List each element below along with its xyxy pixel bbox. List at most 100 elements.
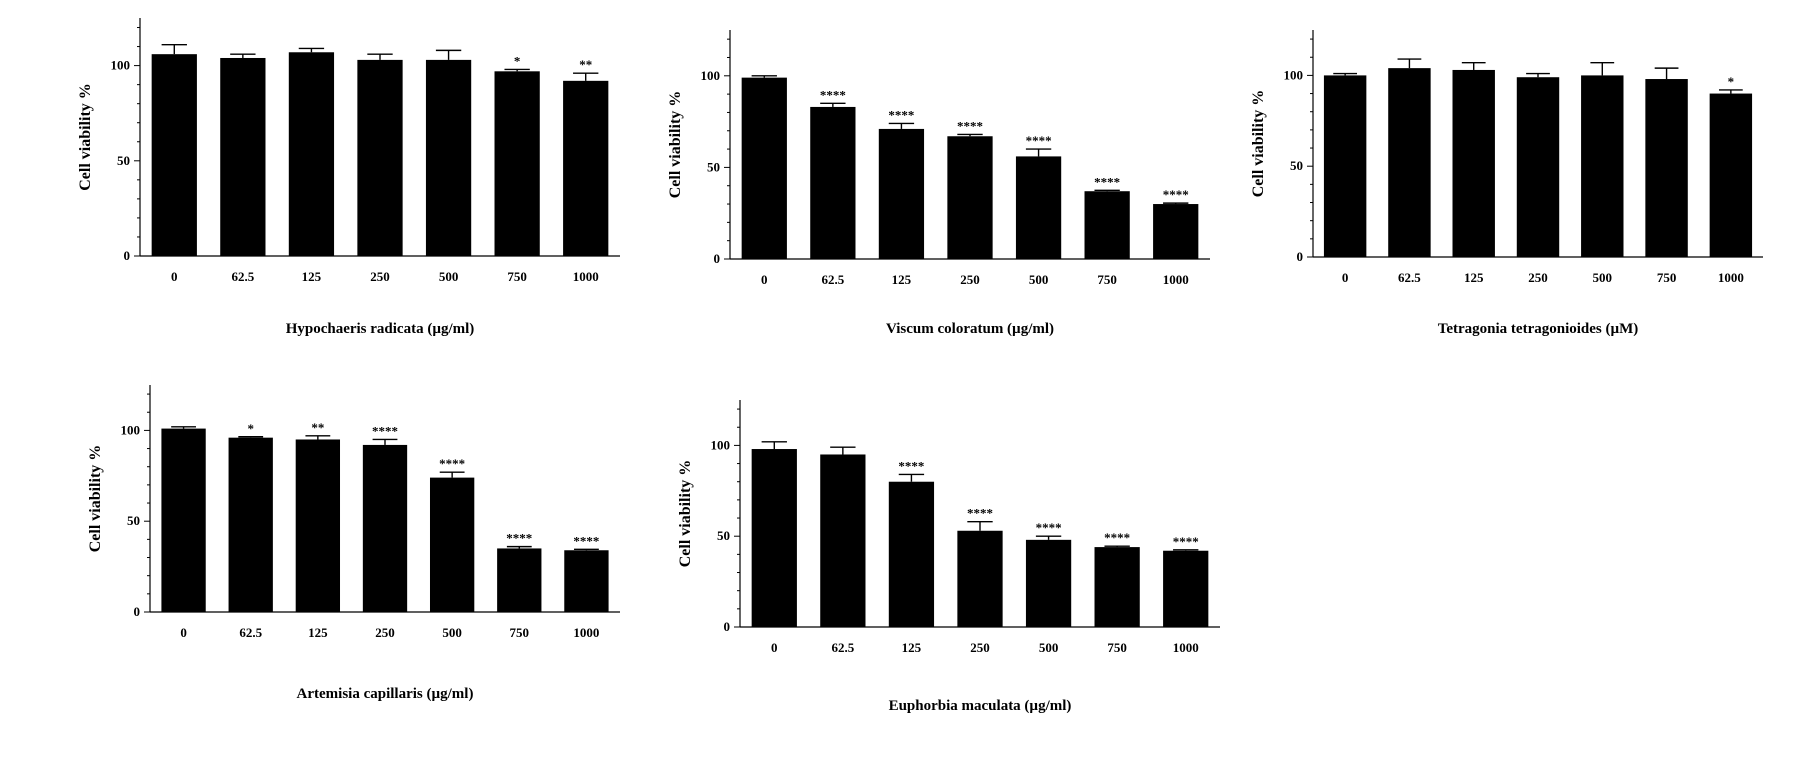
x-tick-label: 1000 [1718,270,1744,285]
chart-panel-2: 0 50 100 Cell viability % 0 **** 62.5 **** 125 **… [667,30,1210,337]
bar [1323,75,1367,258]
x-tick-label: 62.5 [831,640,854,655]
x-tick-label: 750 [510,625,530,640]
x-tick-label: 0 [180,625,187,640]
bar [1581,75,1624,258]
bar [1645,79,1688,257]
significance-marker: **** [888,107,914,122]
y-tick-label: 0 [714,251,721,266]
y-tick-label: 100 [711,437,731,452]
x-tick-label: 250 [1528,270,1548,285]
x-tick-label: 62.5 [1398,270,1421,285]
bar [1094,547,1140,627]
x-tick-label: 750 [507,269,527,284]
significance-marker: ** [579,57,592,72]
significance-marker: **** [1104,530,1130,545]
bar [357,59,403,256]
bar [362,444,408,612]
bar [1709,93,1753,257]
bar [741,77,787,259]
significance-marker: **** [1173,534,1199,549]
y-tick-label: 50 [717,528,730,543]
bar [497,548,542,612]
significance-marker: **** [506,531,532,546]
x-tick-label: 125 [902,640,922,655]
x-tick-label: 1000 [573,625,599,640]
y-tick-label: 100 [111,58,131,73]
bar [1015,156,1062,259]
x-tick-label: 0 [771,640,778,655]
y-tick-label: 50 [127,513,140,528]
y-tick-label: 0 [134,604,141,619]
x-tick-label: 500 [1593,270,1613,285]
bar [494,71,540,256]
y-tick-label: 50 [707,159,720,174]
x-axis-label: Tetragonia tetragonioides (µM) [1438,321,1639,337]
x-tick-label: 62.5 [821,272,844,287]
y-tick-label: 100 [1284,67,1304,82]
bar [957,530,1003,627]
bar [1452,69,1495,258]
x-tick-label: 1000 [1173,640,1199,655]
x-tick-label: 750 [1657,270,1677,285]
bar [820,454,866,627]
significance-marker: **** [967,506,993,521]
y-axis-label: Cell viability % [87,445,104,553]
bar [563,80,609,256]
chart-panel-1: 0 50 100 Cell viability % 0 62.5 125 250 500 * 750… [77,18,620,337]
significance-marker: **** [439,456,465,471]
y-axis-label: Cell viability % [1250,90,1267,198]
x-tick-label: 125 [1464,270,1484,285]
bar [220,57,266,256]
significance-marker: * [1728,74,1735,89]
bar [1084,191,1130,259]
significance-marker: **** [573,533,599,548]
x-tick-label: 500 [1039,640,1059,655]
bar [810,106,856,259]
bar [228,437,273,612]
bar [1153,204,1199,259]
x-tick-label: 750 [1107,640,1127,655]
bar [151,54,197,257]
y-tick-label: 0 [124,248,131,263]
x-axis-label: Euphorbia maculata (µg/ml) [889,698,1072,714]
x-tick-label: 750 [1097,272,1117,287]
chart-panel-3: 0 50 100 Cell viability % 0 62.5 125 250 500 750 *… [1250,30,1763,337]
x-tick-label: 125 [308,625,328,640]
x-tick-label: 1000 [573,269,599,284]
significance-marker: **** [372,423,398,438]
x-axis-label: Viscum coloratum (µg/ml) [886,321,1054,337]
y-tick-label: 100 [121,422,141,437]
bar [564,550,609,612]
bar [1163,550,1209,627]
significance-marker: **** [1026,133,1052,148]
y-tick-label: 0 [724,619,731,634]
bar [161,428,206,612]
x-tick-label: 500 [442,625,462,640]
bar [1025,539,1072,627]
x-tick-label: 0 [171,269,178,284]
x-tick-label: 125 [892,272,912,287]
x-tick-label: 500 [439,269,459,284]
significance-marker: ** [311,420,324,435]
chart-panel-4: 0 50 100 Cell viability % 0 * 62.5 ** 125 **** 250… [87,385,620,702]
chart-panel-5: 0 50 100 Cell viability % 0 62.5 **** 125 **** 25… [677,400,1220,714]
significance-marker: **** [1094,174,1120,189]
significance-marker: * [514,53,521,68]
y-axis-label: Cell viability % [677,460,694,568]
y-axis-label: Cell viability % [667,91,684,199]
y-tick-label: 0 [1297,249,1304,264]
x-tick-label: 1000 [1163,272,1189,287]
x-tick-label: 250 [960,272,980,287]
significance-marker: **** [1163,187,1189,202]
x-axis-label: Hypochaeris radicata (µg/ml) [286,321,475,337]
significance-marker: **** [1036,520,1062,535]
x-axis-label: Artemisia capillaris (µg/ml) [297,686,474,702]
bar [947,136,993,259]
x-tick-label: 500 [1029,272,1049,287]
x-tick-label: 0 [1342,270,1349,285]
bar [888,481,935,627]
bar [751,449,797,627]
